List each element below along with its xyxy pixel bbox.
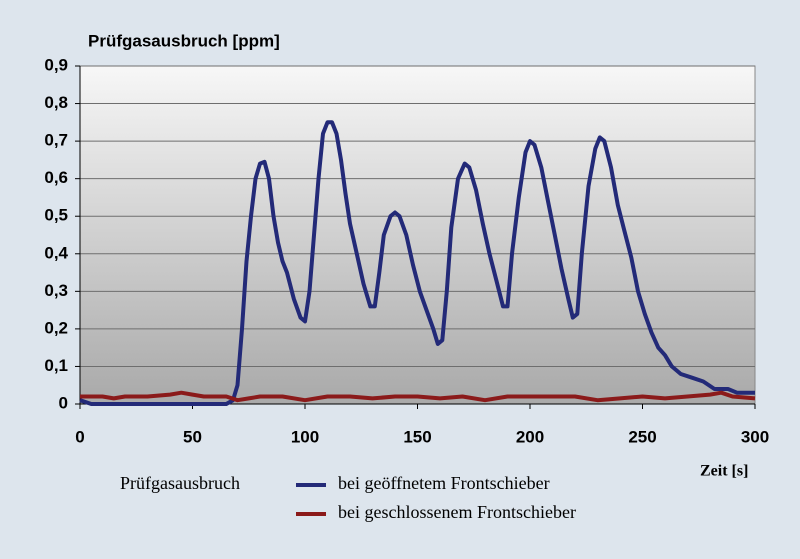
y-tick-label: 0,4 (44, 243, 68, 262)
y-tick-label: 0,9 (44, 55, 68, 74)
y-tick-label: 0,1 (44, 356, 68, 375)
y-tick-label: 0,5 (44, 206, 68, 225)
x-tick-label: 300 (741, 427, 769, 446)
x-tick-label: 250 (628, 427, 656, 446)
x-tick-label: 100 (291, 427, 319, 446)
y-tick-label: 0,8 (44, 93, 68, 112)
chart-title: Prüfgasausbruch [ppm] (88, 31, 280, 50)
legend-label: bei geschlossenem Frontschieber (338, 502, 576, 522)
x-tick-label: 50 (183, 427, 202, 446)
plot-area (79, 65, 756, 405)
x-tick-label: 150 (403, 427, 431, 446)
y-tick-label: 0,7 (44, 131, 68, 150)
x-tick-label: 200 (516, 427, 544, 446)
y-tick-label: 0,3 (44, 281, 68, 300)
y-tick-label: 0,6 (44, 168, 68, 187)
legend-label: bei geöffnetem Frontschieber (338, 473, 550, 493)
x-tick-label: 0 (75, 427, 84, 446)
data-line (80, 390, 756, 403)
data-line (79, 120, 755, 406)
x-axis-label: Zeit [s] (700, 463, 748, 480)
y-tick-label: 0,2 (44, 318, 68, 337)
legend-title: Prüfgasausbruch (120, 473, 240, 493)
y-tick-label: 0 (59, 393, 68, 412)
